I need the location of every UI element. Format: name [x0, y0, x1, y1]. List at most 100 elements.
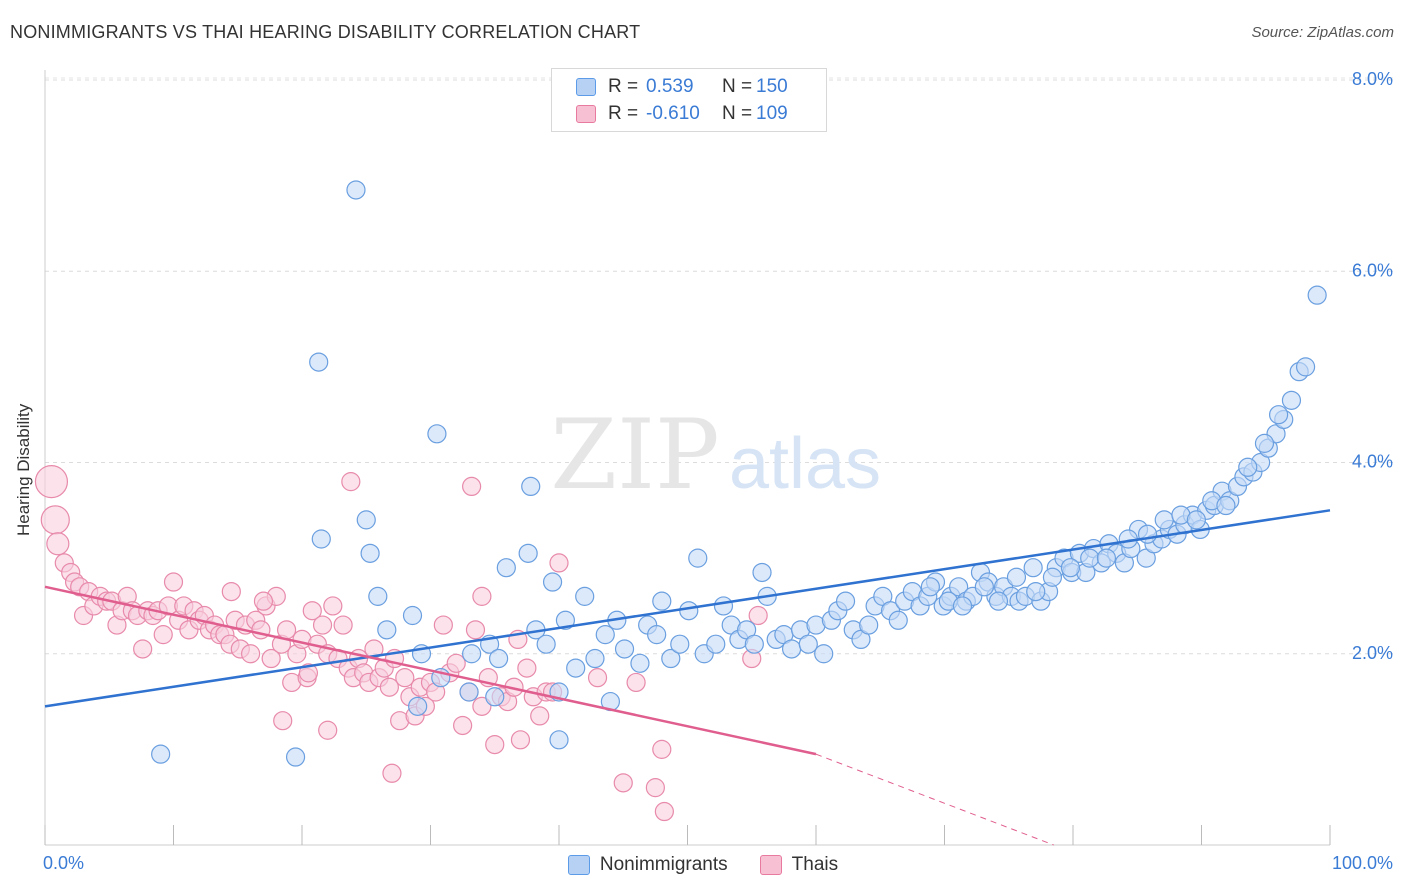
nonimmigrants-point: [706, 634, 726, 654]
nonimmigrants-point: [368, 586, 388, 606]
nonimmigrants-point: [1080, 548, 1100, 568]
thais-point: [382, 763, 402, 783]
nonimmigrants-point: [1281, 390, 1302, 410]
thais-point: [273, 711, 293, 731]
thais-point: [453, 715, 473, 736]
legend-row-nonimmigrants: R = 0.539 N = 150: [552, 74, 788, 100]
nonimmigrants-point: [1186, 510, 1206, 530]
nonimmigrants-point: [285, 747, 306, 767]
thais-point: [241, 644, 261, 664]
nonimmigrants-point: [1307, 285, 1327, 305]
nonimmigrants-point: [459, 682, 479, 702]
thais-point: [462, 476, 482, 497]
legend-item-thais[interactable]: Thais: [759, 854, 839, 876]
legend-n-label: N =: [722, 76, 753, 97]
thais-point: [433, 615, 453, 635]
thais-point: [645, 778, 665, 798]
legend-label-thais: Thais: [791, 854, 839, 875]
nonimmigrants-point: [744, 634, 764, 654]
nonimmigrants-point: [814, 644, 834, 664]
nonimmigrants-point: [408, 696, 428, 716]
legend-n-value: 150: [756, 76, 788, 97]
nonimmigrants-point: [542, 572, 563, 592]
nonimmigrants-point: [1238, 457, 1258, 477]
thais-point: [472, 586, 492, 606]
nonimmigrants-point: [595, 625, 615, 645]
nonimmigrants-point: [614, 639, 635, 659]
x-tick-label: 0.0%: [43, 853, 84, 873]
series-legend: Nonimmigrants Thais: [0, 851, 1406, 879]
chart-title: NONIMMIGRANTS VS THAI HEARING DISABILITY…: [10, 22, 641, 42]
nonimmigrants-point: [1154, 510, 1174, 530]
y-tick-label: 4.0%: [1352, 452, 1393, 472]
thais-points: [34, 465, 768, 822]
thais-point: [472, 696, 492, 716]
nonimmigrants-point: [752, 562, 772, 583]
thais-point: [276, 620, 297, 640]
legend-item-nonimmigrants[interactable]: Nonimmigrants: [567, 854, 728, 876]
y-tick-label: 6.0%: [1352, 260, 1393, 280]
nonimmigrants-point: [549, 730, 569, 750]
correlation-legend: R = 0.539 N = 150 R = -0.610 N = 109: [551, 68, 827, 132]
legend-swatch-blue: [567, 855, 590, 875]
thais-point: [530, 706, 550, 726]
nonimmigrants-point: [575, 586, 595, 606]
nonimmigrants-point: [311, 529, 331, 549]
nonimmigrants-point: [1268, 405, 1289, 425]
thais-point: [46, 532, 70, 556]
thais-point: [654, 801, 674, 822]
nonimmigrants-point: [835, 591, 856, 611]
nonimmigrants-point: [888, 610, 908, 630]
nonimmigrants-point: [360, 543, 380, 563]
nonimmigrants-point: [489, 648, 509, 669]
legend-swatch-pink: [576, 105, 596, 123]
thais-point: [133, 639, 153, 659]
nonimmigrants-point: [859, 615, 879, 635]
nonimmigrants-point: [670, 634, 690, 654]
nonimmigrants-trend-line: [44, 509, 1331, 708]
legend-r-label: R =: [608, 76, 639, 97]
nonimmigrants-point: [988, 591, 1009, 611]
nonimmigrants-point: [356, 510, 376, 530]
thais-point: [465, 620, 486, 640]
watermark-atlas: atlas: [729, 424, 881, 504]
nonimmigrants-point: [798, 634, 818, 654]
y-tick-label: 2.0%: [1352, 643, 1393, 663]
thais-point: [298, 663, 319, 683]
nonimmigrants-point: [1254, 433, 1275, 453]
nonimmigrants-point: [781, 639, 802, 659]
legend-swatch-blue: [576, 78, 596, 96]
thais-trend-extension: [815, 753, 1054, 846]
trend-lines: [44, 509, 1331, 846]
axes: [44, 70, 1331, 846]
nonimmigrants-point: [346, 180, 366, 200]
nonimmigrants-points: [151, 180, 1327, 767]
thais-point: [302, 601, 322, 621]
thais-point: [446, 653, 466, 673]
nonimmigrants-point: [679, 601, 699, 621]
nonimmigrants-point: [974, 577, 994, 597]
thais-point: [221, 581, 241, 602]
nonimmigrants-point: [521, 476, 541, 497]
nonimmigrants-point: [566, 658, 586, 678]
thais-point: [748, 605, 768, 626]
watermark: ZIP atlas: [550, 399, 881, 511]
x-tick-labels: 0.0% 100.0%: [43, 853, 1393, 873]
nonimmigrants-point: [309, 352, 329, 372]
y-tick-labels: 2.0% 4.0% 6.0% 8.0%: [1352, 69, 1393, 663]
thais-point: [587, 668, 608, 688]
nonimmigrants-point: [518, 543, 538, 563]
nonimmigrants-point: [1060, 558, 1081, 578]
thais-point: [517, 658, 537, 678]
nonimmigrants-point: [920, 577, 940, 597]
nonimmigrants-point: [1023, 558, 1043, 578]
nonimmigrants-point: [952, 596, 973, 616]
nonimmigrants-point: [485, 687, 505, 707]
thais-point: [341, 472, 361, 492]
watermark-zip: ZIP: [550, 399, 719, 511]
nonimmigrants-point: [647, 625, 667, 645]
thais-point: [333, 615, 353, 635]
thais-point: [485, 734, 505, 755]
legend-row-thais: R = -0.610 N = 109: [552, 101, 788, 127]
